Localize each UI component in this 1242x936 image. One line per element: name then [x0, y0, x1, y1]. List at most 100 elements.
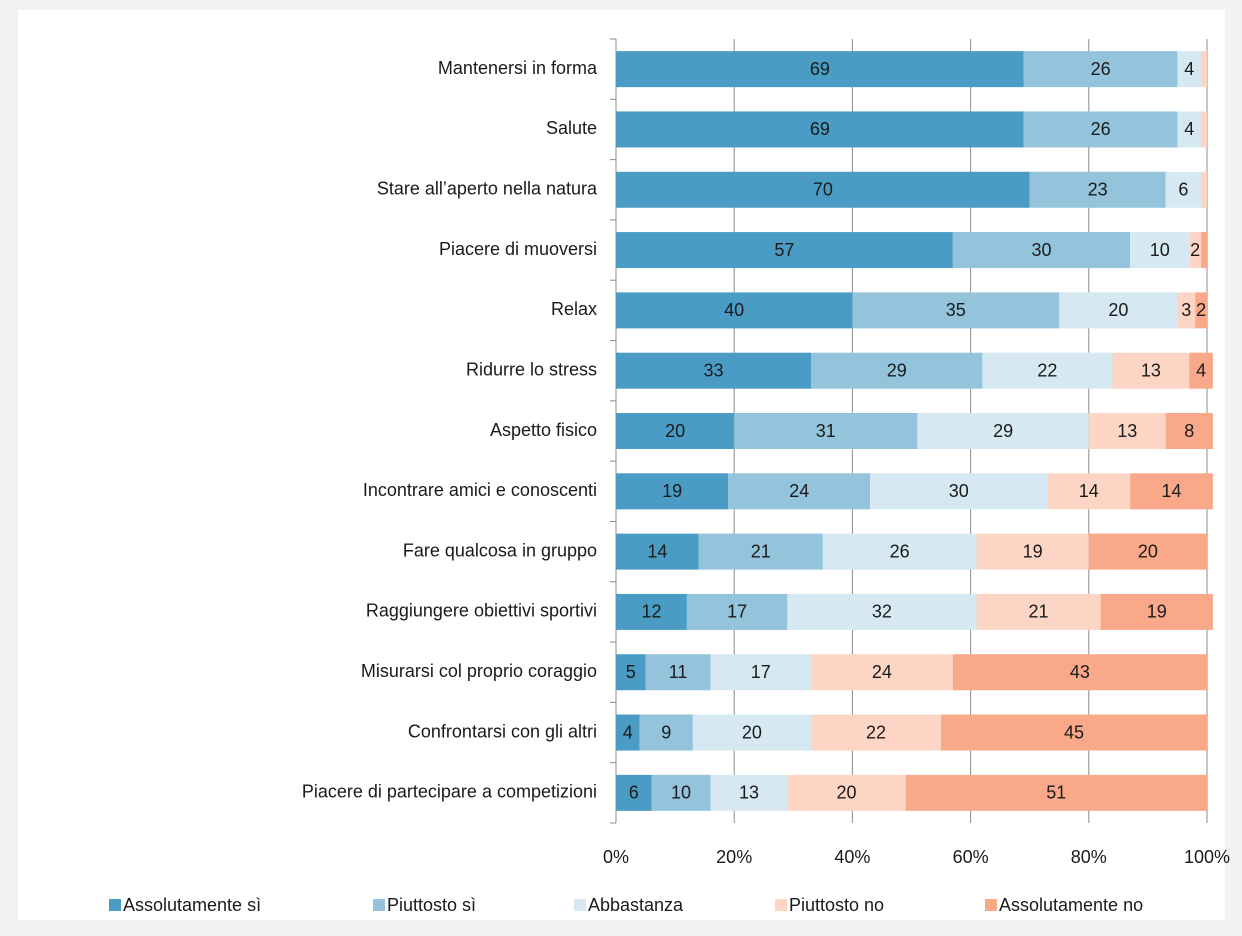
data-label: 40 [724, 300, 744, 320]
data-label: 2 [1196, 300, 1206, 320]
data-label: 14 [1079, 481, 1099, 501]
bar-segment [616, 473, 729, 510]
bar-segment [651, 774, 711, 811]
data-label: 23 [1088, 180, 1108, 200]
bar-segment [645, 654, 711, 691]
y-tick-label: Ridurre lo stress [466, 359, 597, 379]
data-label: 21 [751, 541, 771, 561]
data-label: 19 [662, 481, 682, 501]
bar-segment [1130, 232, 1190, 269]
data-label: 45 [1064, 722, 1084, 742]
y-tick-label: Misurarsi col proprio coraggio [361, 661, 597, 681]
data-label: 6 [629, 783, 639, 803]
legend-swatch [574, 899, 586, 911]
data-label: 19 [1147, 602, 1167, 622]
bar-segment [616, 533, 699, 570]
x-tick-label: 20% [716, 847, 752, 867]
data-label: 10 [671, 783, 691, 803]
data-label: 20 [836, 783, 856, 803]
legend-label: Piuttosto no [789, 895, 884, 915]
bar-segment [616, 774, 652, 811]
bar-segment [870, 473, 1048, 510]
data-label: 26 [1091, 59, 1111, 79]
bar-segment [1059, 292, 1178, 329]
chart-area [18, 10, 1225, 920]
bar-segment [1201, 111, 1207, 148]
x-tick-label: 40% [834, 847, 870, 867]
bar-segment [616, 292, 853, 329]
bar-segment [1201, 232, 1207, 269]
y-tick-label: Piacere di muoversi [439, 239, 597, 259]
bar-segment [1177, 111, 1202, 148]
data-label: 19 [1023, 541, 1043, 561]
y-tick-label: Fare qualcosa in gruppo [403, 540, 597, 560]
data-label: 29 [993, 421, 1013, 441]
bar-segment [616, 593, 687, 630]
bar-segment [616, 111, 1024, 148]
data-label: 22 [866, 722, 886, 742]
data-label: 33 [703, 360, 723, 380]
bar-segment [976, 593, 1101, 630]
data-label: 4 [1184, 59, 1194, 79]
bar-segment [710, 654, 812, 691]
bar-segment [941, 714, 1207, 751]
data-label: 57 [774, 240, 794, 260]
bar-segment [852, 292, 1060, 329]
bar-segment [692, 714, 812, 751]
legend-swatch [985, 899, 997, 911]
bar-segment [1130, 473, 1213, 510]
bar-segment [1088, 533, 1207, 570]
bar-segment [787, 774, 906, 811]
bar-segment [1047, 473, 1131, 510]
bar-segment [1088, 413, 1166, 449]
bar-segment [616, 352, 812, 389]
data-label: 13 [1117, 421, 1137, 441]
bar-segment [787, 593, 977, 630]
data-label: 43 [1070, 662, 1090, 682]
bar-segment [1201, 51, 1207, 88]
data-label: 30 [949, 481, 969, 501]
bar-segment [698, 533, 823, 570]
data-label: 10 [1150, 240, 1170, 260]
data-label: 26 [890, 541, 910, 561]
data-label: 31 [816, 421, 836, 441]
y-tick-label: Mantenersi in forma [438, 58, 598, 78]
legend-label: Piuttosto sì [387, 895, 476, 915]
legend-swatch [373, 899, 385, 911]
bar-segment [616, 714, 640, 751]
bar-segment [616, 232, 953, 269]
data-label: 69 [810, 119, 830, 139]
x-tick-label: 80% [1071, 847, 1107, 867]
y-tick-label: Aspetto fisico [490, 420, 597, 440]
data-label: 13 [739, 783, 759, 803]
data-label: 6 [1178, 180, 1188, 200]
data-label: 20 [1108, 300, 1128, 320]
bar-segment [1189, 232, 1202, 269]
data-label: 22 [1037, 360, 1057, 380]
data-label: 5 [626, 662, 636, 682]
bar-segment [616, 51, 1024, 88]
data-label: 30 [1032, 240, 1052, 260]
bar-segment [811, 352, 983, 389]
data-label: 20 [1138, 541, 1158, 561]
data-label: 3 [1181, 300, 1191, 320]
x-tick-label: 60% [953, 847, 989, 867]
bar-segment [1023, 111, 1178, 148]
data-label: 8 [1184, 421, 1194, 441]
bar-segment [639, 714, 693, 751]
data-label: 69 [810, 59, 830, 79]
bar-segment [905, 774, 1207, 811]
bar-segment [952, 232, 1131, 269]
data-label: 20 [665, 421, 685, 441]
bar-segment [822, 533, 977, 570]
bar-segment [1165, 171, 1202, 208]
bar-segment [616, 654, 646, 691]
data-label: 9 [661, 722, 671, 742]
bar-segment [952, 654, 1207, 691]
data-label: 21 [1029, 602, 1049, 622]
bar-segment [1177, 292, 1196, 329]
bar-segment [616, 413, 735, 449]
data-label: 24 [789, 481, 809, 501]
data-label: 32 [872, 602, 892, 622]
